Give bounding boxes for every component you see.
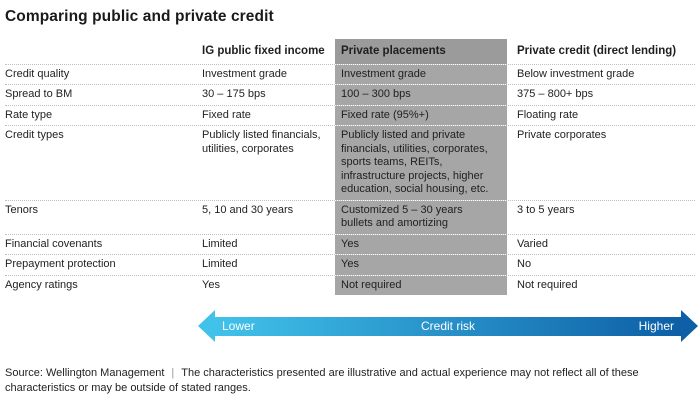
cell-private-placements: Not required — [335, 275, 507, 295]
row-label: Prepayment protection — [5, 258, 116, 270]
cell-public: 30 – 175 bps — [202, 88, 266, 100]
table-row-spread-to-bm: Spread to BM 30 – 175 bps 100 – 300 bps … — [5, 85, 695, 106]
cell-private-credit: Varied — [517, 237, 548, 250]
column-header-empty — [5, 39, 202, 64]
source-text: Source: Wellington Management — [5, 367, 165, 379]
table-row-financial-covenants: Financial covenants Limited Yes Varied — [5, 234, 695, 255]
column-header-ig-public: IG public fixed income — [202, 45, 325, 57]
cell-private-credit: 3 to 5 years — [517, 203, 575, 216]
column-header-private-credit: Private credit (direct lending) — [517, 45, 677, 57]
table-row-agency-ratings: Agency ratings Yes Not required Not requ… — [5, 275, 695, 295]
cell-private-placements: Publicly listed and private financials, … — [335, 126, 507, 200]
footer-separator: | — [171, 367, 175, 379]
cell-private-credit: Floating rate — [517, 108, 579, 121]
row-label: Credit types — [5, 129, 64, 141]
cell-public: 5, 10 and 30 years — [202, 203, 294, 216]
cell-private-placements: Yes — [335, 255, 507, 275]
figure-title: Comparing public and private credit — [5, 8, 274, 25]
row-label: Spread to BM — [5, 88, 73, 100]
figure-container: Comparing public and private credit IG p… — [5, 8, 698, 396]
table-row-tenors: Tenors 5, 10 and 30 years Customized 5 –… — [5, 200, 695, 235]
arrow-label-lower: Lower — [222, 319, 255, 333]
arrow-left-icon — [198, 310, 215, 342]
table-row-credit-quality: Credit quality Investment grade Investme… — [5, 64, 695, 85]
disclaimer-text: The characteristics presented are illust… — [5, 367, 639, 394]
cell-public: Fixed rate — [202, 108, 251, 121]
cell-private-placements: Fixed rate (95%+) — [335, 105, 507, 125]
source-note: Source: Wellington Management | The charac… — [5, 366, 695, 396]
row-label: Tenors — [5, 203, 39, 216]
cell-private-credit: Private corporates — [517, 129, 607, 141]
table-row-rate-type: Rate type Fixed rate Fixed rate (95%+) F… — [5, 105, 695, 126]
cell-public: Limited — [202, 258, 238, 270]
cell-private-placements: Investment grade — [335, 64, 507, 84]
cell-private-credit: 375 – 800+ bps — [517, 88, 594, 100]
cell-public: Publicly listed financials, utilities, c… — [202, 129, 321, 155]
cell-private-credit: No — [517, 258, 532, 270]
row-label: Agency ratings — [5, 278, 78, 291]
row-label: Credit quality — [5, 67, 70, 80]
cell-private-credit: Below investment grade — [517, 67, 635, 80]
row-label: Financial covenants — [5, 237, 103, 250]
cell-public: Investment grade — [202, 67, 287, 80]
table-header-row: IG public fixed income Private placement… — [5, 39, 695, 65]
cell-private-placements: Customized 5 – 30 years bullets and amor… — [335, 200, 507, 234]
cell-private-placements: Yes — [335, 234, 507, 254]
column-header-private-placements: Private placements — [335, 39, 507, 64]
comparison-table: IG public fixed income Private placement… — [5, 39, 695, 295]
arrow-label-credit-risk: Credit risk — [420, 319, 475, 333]
cell-private-credit: Not required — [517, 278, 578, 291]
cell-public: Yes — [202, 278, 220, 291]
arrow-label-higher: Higher — [638, 319, 674, 333]
credit-risk-spectrum-arrow: Lower Credit risk Higher — [198, 310, 698, 342]
table-row-credit-types: Credit types Publicly listed financials,… — [5, 126, 695, 201]
cell-private-placements: 100 – 300 bps — [335, 85, 507, 105]
arrow-gradient-bar: Lower Credit risk Higher — [215, 316, 681, 336]
row-label: Rate type — [5, 108, 53, 121]
cell-public: Limited — [202, 237, 238, 250]
arrow-right-icon — [681, 310, 698, 342]
table-row-prepayment-protection: Prepayment protection Limited Yes No — [5, 255, 695, 276]
